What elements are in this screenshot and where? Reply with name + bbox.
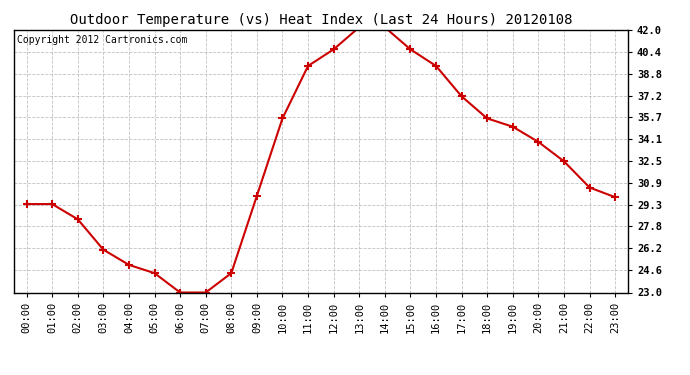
Title: Outdoor Temperature (vs) Heat Index (Last 24 Hours) 20120108: Outdoor Temperature (vs) Heat Index (Las…: [70, 13, 572, 27]
Text: Copyright 2012 Cartronics.com: Copyright 2012 Cartronics.com: [17, 35, 187, 45]
